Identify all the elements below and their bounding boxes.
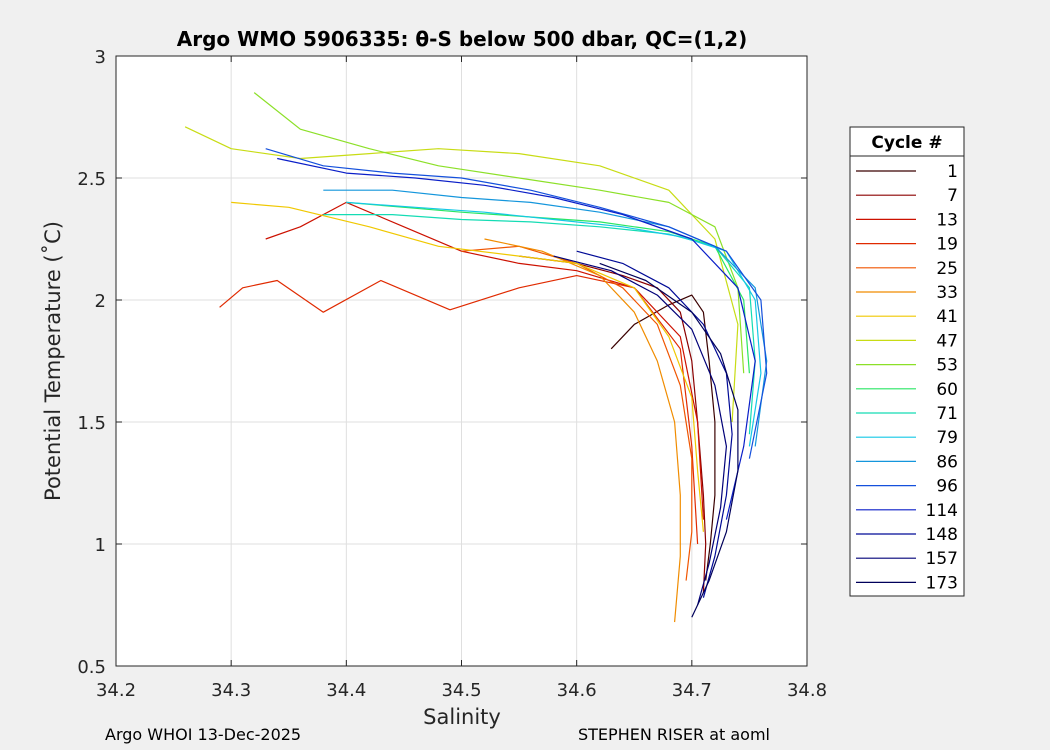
legend-label: 33 — [936, 283, 958, 303]
y-tick-label: 3 — [95, 47, 106, 68]
y-tick-label: 1 — [95, 535, 106, 556]
legend-label: 148 — [926, 525, 958, 545]
legend-item: 173 — [856, 573, 958, 593]
x-tick-label: 34.3 — [211, 680, 251, 701]
footer-right: STEPHEN RISER at aoml — [578, 725, 770, 744]
series-line-86 — [323, 189, 768, 447]
legend-item: 19 — [856, 235, 958, 255]
legend-item: 157 — [856, 549, 958, 569]
legend: Cycle # 1 7 13 19 25 33 41 47 53 60 71 79 86 96 114 148… — [849, 126, 965, 597]
x-tick-label: 34.8 — [787, 680, 827, 701]
x-axis-ticks: 34.2 34.3 34.4 34.5 34.6 34.7 34.8 — [96, 56, 827, 701]
x-tick-label: 34.7 — [672, 680, 712, 701]
series-line-1 — [610, 294, 716, 581]
legend-label: 41 — [936, 307, 958, 327]
legend-label: 71 — [936, 404, 958, 424]
legend-label: 25 — [936, 259, 958, 279]
x-axis-label: Salinity — [423, 705, 501, 729]
legend-label: 53 — [936, 356, 958, 376]
series-line-114 — [277, 157, 756, 520]
series-layer — [184, 92, 768, 623]
legend-label: 96 — [936, 477, 958, 497]
legend-item: 1 — [856, 162, 958, 182]
chart-title: Argo WMO 5906335: θ-S below 500 dbar, QC… — [177, 27, 747, 51]
x-tick-label: 34.5 — [441, 680, 481, 701]
legend-item: 25 — [856, 259, 958, 279]
series-line-41 — [231, 201, 704, 532]
y-tick-label: 2.5 — [77, 169, 106, 190]
y-tick-label: 2 — [95, 291, 106, 312]
legend-item: 148 — [856, 525, 958, 545]
legend-item: 96 — [856, 477, 958, 497]
y-tick-label: 0.5 — [77, 657, 106, 678]
x-tick-label: 34.2 — [96, 680, 136, 701]
series-line-173 — [599, 262, 739, 618]
legend-item: 7 — [856, 186, 958, 206]
y-tick-label: 1.5 — [77, 413, 106, 434]
legend-label: 173 — [926, 573, 958, 593]
series-line-47 — [184, 126, 739, 423]
legend-label: 86 — [936, 452, 958, 472]
legend-item: 53 — [856, 356, 958, 376]
legend-label: 47 — [936, 331, 958, 351]
legend-item: 71 — [856, 404, 958, 424]
series-line-13 — [265, 201, 704, 520]
legend-title: Cycle # — [871, 133, 942, 153]
legend-label: 19 — [936, 235, 958, 255]
x-tick-label: 34.6 — [557, 680, 597, 701]
series-line-71 — [323, 214, 756, 435]
legend-items: 1 7 13 19 25 33 41 47 53 60 71 79 86 96 114 148 157 173 — [856, 162, 958, 593]
y-axis-label: Potential Temperature (˚C) — [41, 221, 65, 501]
series-line-96 — [265, 148, 768, 459]
series-line-157 — [553, 255, 728, 606]
legend-box — [849, 126, 965, 597]
x-tick-label: 34.4 — [326, 680, 366, 701]
legend-item: 86 — [856, 452, 958, 472]
legend-item: 79 — [856, 428, 958, 448]
series-line-33 — [484, 238, 681, 623]
legend-label: 13 — [936, 210, 958, 230]
legend-item: 41 — [856, 307, 958, 327]
y-axis-ticks: 0.5 1 1.5 2 2.5 3 — [77, 47, 807, 678]
legend-label: 79 — [936, 428, 958, 448]
series-line-60 — [346, 201, 750, 374]
legend-item: 47 — [856, 331, 958, 351]
series-line-19 — [219, 275, 699, 545]
legend-item: 60 — [856, 380, 958, 400]
legend-item: 13 — [856, 210, 958, 230]
series-line-79 — [346, 201, 762, 447]
legend-label: 1 — [947, 162, 958, 182]
legend-label: 157 — [926, 549, 958, 569]
series-line-25 — [461, 245, 693, 581]
legend-label: 7 — [947, 186, 958, 206]
legend-label: 60 — [936, 380, 958, 400]
series-line-7 — [519, 255, 707, 593]
legend-label: 114 — [926, 501, 958, 521]
footer-left: Argo WHOI 13-Dec-2025 — [105, 725, 302, 744]
legend-item: 33 — [856, 283, 958, 303]
legend-item: 114 — [856, 501, 958, 521]
